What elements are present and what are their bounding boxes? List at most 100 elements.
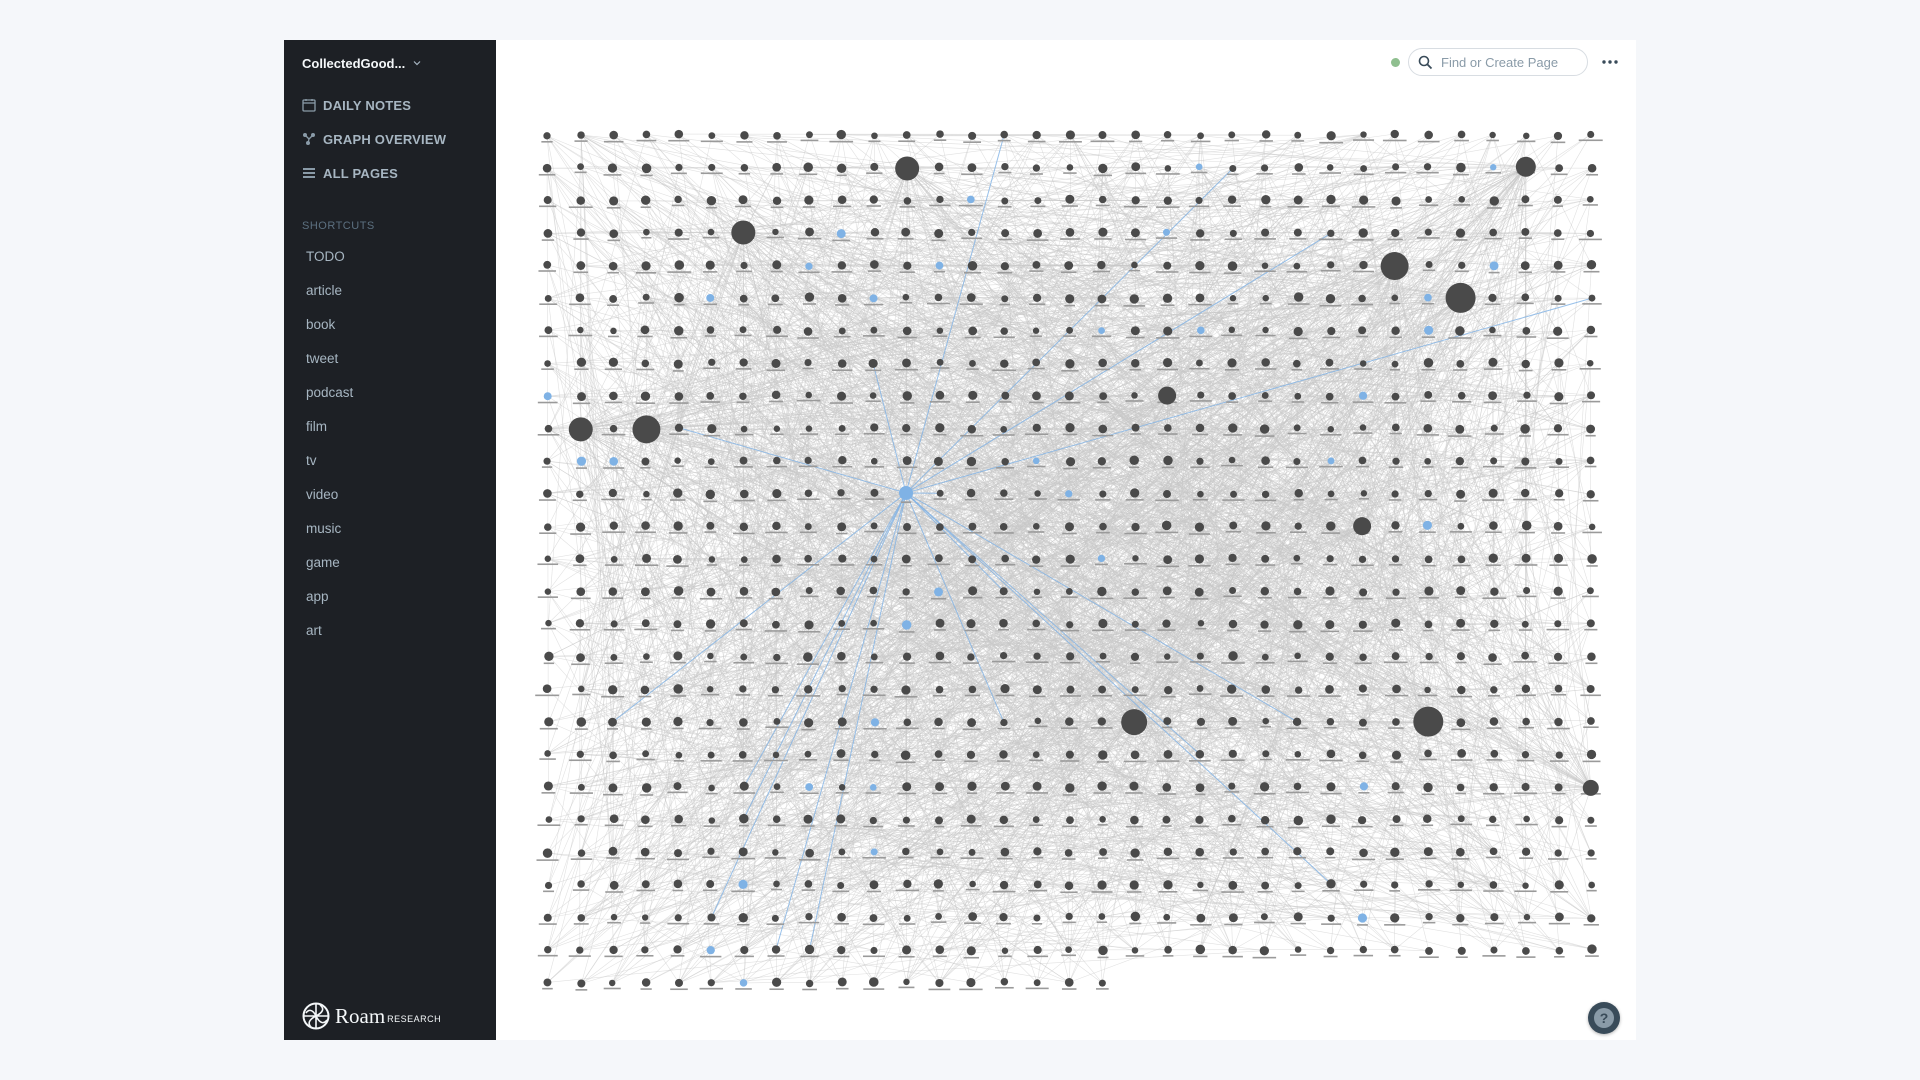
graph-node[interactable] [1357,816,1367,825]
graph-node[interactable] [1326,717,1335,726]
graph-node[interactable] [1425,652,1433,661]
graph-node[interactable] [1196,913,1206,923]
graph-node[interactable] [674,814,683,824]
graph-node[interactable] [576,717,587,727]
graph-node[interactable] [705,489,716,500]
graph-node[interactable] [1294,522,1302,530]
graph-node[interactable] [870,488,879,497]
graph-node[interactable] [1359,782,1369,791]
graph-node[interactable] [1457,881,1465,888]
graph-node[interactable] [1099,652,1107,660]
graph-node[interactable] [966,619,976,629]
graph-node[interactable] [544,945,552,954]
graph-node[interactable] [1554,294,1562,302]
graph-node[interactable] [1425,261,1433,269]
graph-node[interactable] [805,848,815,858]
graph-node[interactable] [674,423,684,432]
graph-node[interactable] [1130,911,1141,922]
graph-node[interactable] [1457,555,1466,564]
graph-node[interactable] [999,880,1009,890]
graph-node[interactable] [1098,618,1108,629]
graph-node[interactable] [674,292,684,303]
graph-node[interactable] [836,391,847,401]
graph-node[interactable] [1032,260,1041,269]
graph-node[interactable] [1097,586,1107,597]
graph-node[interactable] [903,197,912,205]
graph-node[interactable] [1391,782,1400,791]
graph-node[interactable] [968,848,976,856]
graph-node[interactable] [543,913,552,922]
graph-node[interactable] [1456,360,1465,368]
graph-node[interactable] [1261,262,1269,269]
graph-node[interactable] [577,326,584,334]
graph-node[interactable] [578,685,585,693]
graph-node[interactable] [837,522,847,532]
graph-node[interactable] [740,261,748,270]
graph-node[interactable] [902,424,911,433]
graph-node[interactable] [1032,457,1040,465]
graph-node[interactable] [738,847,748,857]
graph-node[interactable] [1293,782,1302,791]
graph-node[interactable] [1359,424,1367,431]
graph-node[interactable] [1162,490,1171,499]
graph-node[interactable] [641,914,649,921]
graph-node[interactable] [1032,816,1040,823]
graph-node[interactable] [1358,718,1367,727]
graph-node[interactable] [837,294,847,303]
graph-node[interactable] [1325,294,1336,304]
graph-node[interactable] [1130,652,1140,661]
graph-node[interactable] [1456,618,1466,628]
graph-node[interactable] [1457,391,1466,400]
graph-node[interactable] [1293,326,1303,337]
graph-node[interactable] [1489,196,1500,206]
graph-node[interactable] [1163,326,1173,336]
graph-node[interactable] [1391,521,1400,530]
shortcut-app[interactable]: app [306,589,329,604]
graph-node[interactable] [1262,750,1270,758]
graph-node[interactable] [1032,391,1041,401]
graph-node[interactable] [544,651,554,661]
graph-hub-node[interactable] [1380,252,1409,281]
graph-node[interactable] [1423,163,1432,171]
graph-node[interactable] [1032,751,1040,759]
graph-node[interactable] [966,814,976,824]
graph-node[interactable] [1164,653,1171,660]
graph-node[interactable] [837,261,847,270]
graph-node[interactable] [1034,197,1042,205]
graph-node[interactable] [967,260,978,271]
graph-node[interactable] [1131,620,1139,628]
graph-node[interactable] [1423,814,1432,823]
graph-node[interactable] [805,262,813,270]
graph-node[interactable] [771,358,781,368]
graph-node[interactable] [838,848,846,856]
graph-node[interactable] [1033,652,1041,660]
graph-node[interactable] [1064,391,1074,401]
graph-node[interactable] [641,163,652,174]
graph-node[interactable] [1425,880,1433,888]
graph-node[interactable] [1000,977,1009,986]
graph-node[interactable] [1521,293,1530,302]
graph-node[interactable] [542,684,552,694]
graph-node[interactable] [772,751,780,759]
graph-node[interactable] [1586,195,1594,203]
graph-node[interactable] [1000,130,1008,139]
graph-node[interactable] [739,781,749,791]
graph-node[interactable] [1098,945,1108,956]
graph-node[interactable] [1391,392,1400,401]
graph-node[interactable] [1489,815,1497,824]
graph-node[interactable] [577,392,586,402]
graph-node[interactable] [1097,554,1106,563]
graph-node[interactable] [967,163,977,173]
graph-node[interactable] [608,488,617,498]
graph-node[interactable] [1227,195,1237,204]
graph-node[interactable] [1261,164,1269,172]
graph-node[interactable] [542,848,553,858]
graph-node[interactable] [1197,881,1204,889]
graph-node[interactable] [999,618,1008,628]
graph-node[interactable] [1292,359,1301,368]
graph-node[interactable] [936,848,944,856]
graph-node[interactable] [1032,358,1041,367]
graph-node[interactable] [868,358,878,369]
graph-node[interactable] [968,390,978,400]
graph-node[interactable] [1554,849,1562,857]
